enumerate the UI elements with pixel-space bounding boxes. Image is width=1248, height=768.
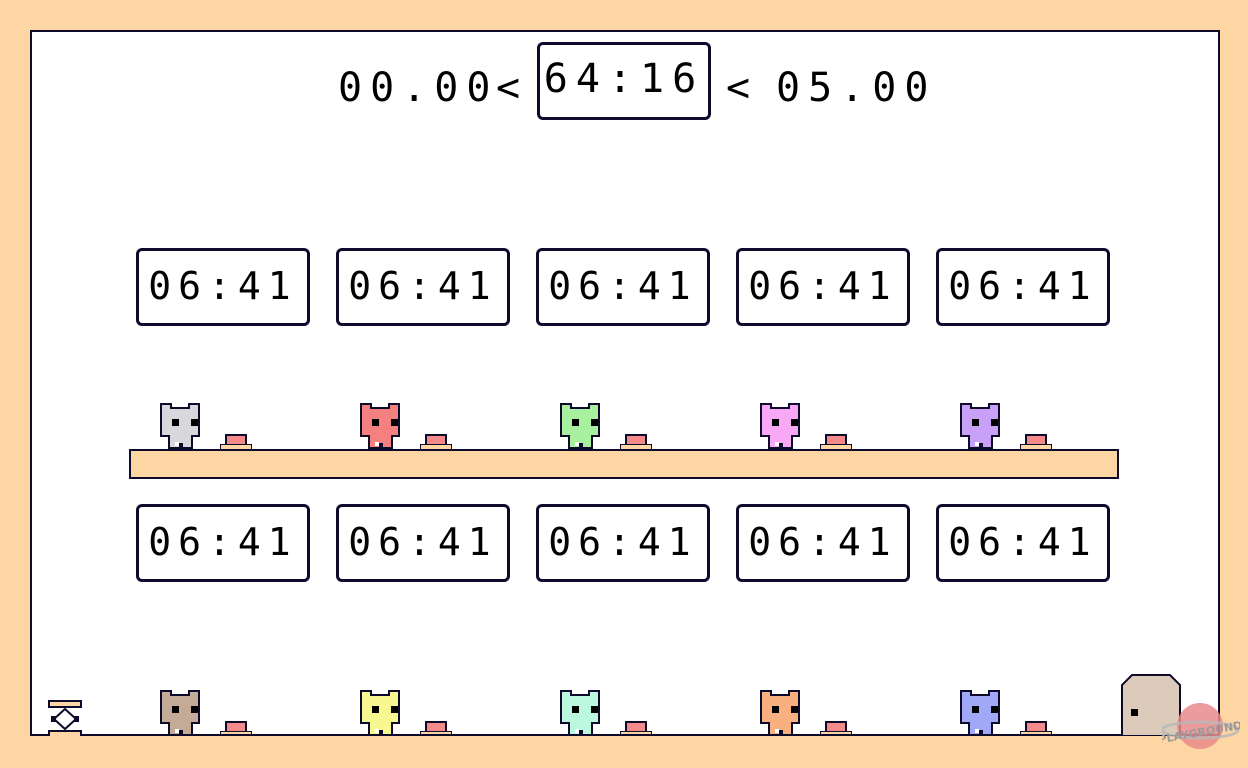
player-cat xyxy=(960,690,1000,736)
floor xyxy=(32,734,1218,736)
timer-value: 06:41 xyxy=(948,264,1098,308)
hud: 00.00 < 64:16 < 05.00 xyxy=(32,42,1218,120)
less-than-icon: < xyxy=(726,65,759,111)
player-timer: 06:41 xyxy=(936,504,1110,582)
timer-value: 06:41 xyxy=(948,520,1098,564)
pressure-button-base xyxy=(420,731,452,736)
platform xyxy=(129,449,1119,479)
timer-value: 06:41 xyxy=(348,264,498,308)
game-stage: 00.00 < 64:16 < 05.00 06:41 06:41 06:41 … xyxy=(30,30,1220,736)
pressure-button-base xyxy=(1020,731,1052,736)
exit-door[interactable] xyxy=(1121,674,1181,736)
pressure-button-base xyxy=(420,444,452,449)
pressure-button[interactable] xyxy=(225,434,247,444)
hourglass-icon[interactable] xyxy=(48,700,82,736)
pressure-button-base xyxy=(820,731,852,736)
player-timer: 06:41 xyxy=(536,504,710,582)
player-cat xyxy=(760,403,800,449)
player-cat xyxy=(360,690,400,736)
pressure-button[interactable] xyxy=(425,721,447,731)
pressure-button-base xyxy=(820,444,852,449)
pressure-button-base xyxy=(1020,444,1052,449)
current-time-box: 64:16 xyxy=(537,42,711,120)
pressure-button[interactable] xyxy=(1025,721,1047,731)
pressure-button-base xyxy=(620,444,652,449)
player-timer: 06:41 xyxy=(736,248,910,326)
player-timer: 06:41 xyxy=(336,248,510,326)
pressure-button[interactable] xyxy=(625,721,647,731)
timer-value: 06:41 xyxy=(548,520,698,564)
player-timer: 06:41 xyxy=(136,248,310,326)
current-time: 64:16 xyxy=(543,56,705,102)
player-cat xyxy=(760,690,800,736)
timer-value: 06:41 xyxy=(148,520,298,564)
player-cat xyxy=(160,403,200,449)
pressure-button[interactable] xyxy=(425,434,447,444)
player-cat xyxy=(560,403,600,449)
pressure-button[interactable] xyxy=(1025,434,1047,444)
timer-value: 06:41 xyxy=(548,264,698,308)
pressure-button[interactable] xyxy=(225,721,247,731)
less-than-icon: < xyxy=(496,65,529,111)
timer-value: 06:41 xyxy=(748,264,898,308)
pressure-button[interactable] xyxy=(825,434,847,444)
timer-value: 06:41 xyxy=(148,264,298,308)
player-timer: 06:41 xyxy=(736,504,910,582)
player-timer: 06:41 xyxy=(336,504,510,582)
playground-logo: PLAYGROUND xyxy=(1162,703,1240,749)
player-timer: 06:41 xyxy=(536,248,710,326)
pressure-button-base xyxy=(620,731,652,736)
player-cat xyxy=(160,690,200,736)
player-timer: 06:41 xyxy=(936,248,1110,326)
timer-value: 06:41 xyxy=(748,520,898,564)
target-time: 05.00 xyxy=(776,65,937,111)
timer-value: 06:41 xyxy=(348,520,498,564)
pressure-button-base xyxy=(220,731,252,736)
pressure-button[interactable] xyxy=(825,721,847,731)
player-cat xyxy=(960,403,1000,449)
player-timer: 06:41 xyxy=(136,504,310,582)
pressure-button-base xyxy=(220,444,252,449)
player-cat xyxy=(360,403,400,449)
best-time: 00.00 xyxy=(338,65,499,111)
pressure-button[interactable] xyxy=(625,434,647,444)
player-cat xyxy=(560,690,600,736)
